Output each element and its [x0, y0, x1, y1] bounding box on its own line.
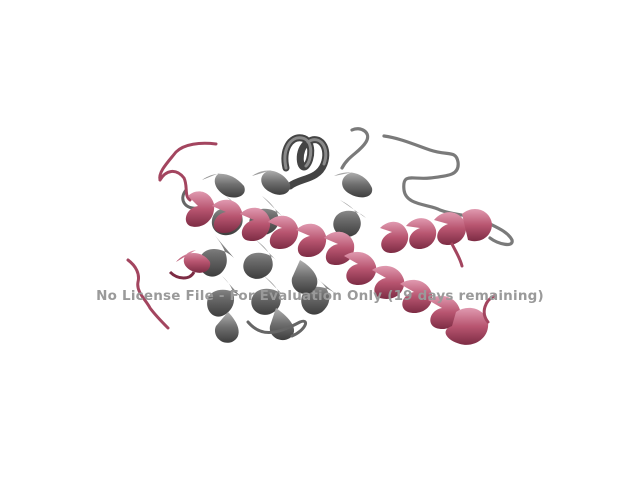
pink-loop-left	[126, 258, 170, 330]
pink-chain	[126, 141, 496, 345]
gray-coil-top	[281, 134, 330, 190]
gray-loop-top-right	[340, 127, 514, 247]
gray-coil-top-highlight	[283, 136, 328, 170]
license-watermark: No License File - For Evaluation Only (1…	[96, 288, 544, 304]
pink-tail-right	[482, 294, 496, 324]
gray-helix-right	[291, 172, 373, 315]
pink-loop-top-left	[158, 141, 218, 202]
gray-chain	[181, 127, 514, 343]
pink-helix-left	[168, 250, 211, 280]
gray-helix-center	[243, 170, 295, 341]
pink-helix-upper-right	[380, 209, 492, 268]
pink-helix-long	[185, 191, 355, 266]
protein-structure	[126, 127, 514, 345]
pink-helix-lower-right	[344, 251, 489, 345]
